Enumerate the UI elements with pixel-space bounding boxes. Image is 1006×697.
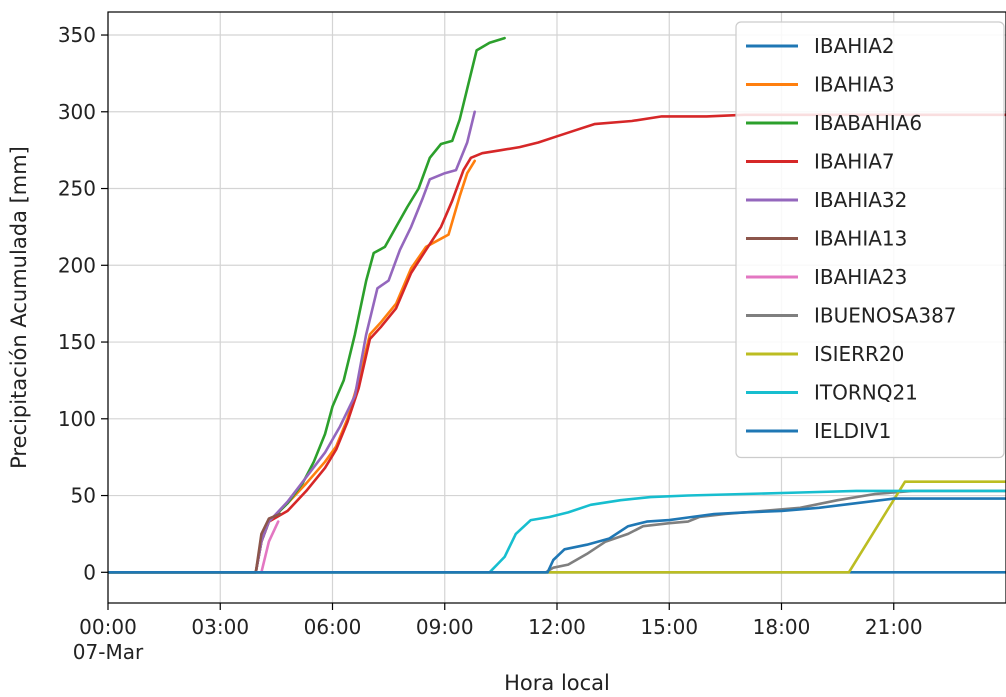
series-lines <box>108 36 1006 574</box>
y-tick-label: 200 <box>58 253 96 277</box>
y-tick-label: 350 <box>58 23 96 47</box>
legend-label: IBUENOSA387 <box>814 304 957 328</box>
x-tick-label: 18:00 <box>753 615 811 639</box>
legend-label: IBAHIA13 <box>814 227 907 251</box>
x-tick-label: 03:00 <box>191 615 249 639</box>
legend-label: IBAHIA7 <box>814 150 895 174</box>
x-tick-label: 21:00 <box>865 615 923 639</box>
x-tick-label: 06:00 <box>304 615 362 639</box>
series-line-ibahia13 <box>108 512 282 574</box>
x-tick-label: 09:00 <box>416 615 474 639</box>
series-line-ibuenosa387 <box>108 489 1006 574</box>
series-line-ieldiv1 <box>108 497 1006 574</box>
y-axis-label: Precipitación Acumulada [mm] <box>7 146 31 469</box>
x-axis-label: Hora local <box>504 671 610 695</box>
legend-label: IBAHIA2 <box>814 34 895 58</box>
x-tick-label: 12:00 <box>528 615 586 639</box>
legend-box <box>735 21 1005 459</box>
legend-label: IBAHIA32 <box>814 188 907 212</box>
legend-label: IBABAHIA6 <box>814 111 922 135</box>
x-tick-label: 15:00 <box>640 615 698 639</box>
legend-label: ISIERR20 <box>814 342 904 366</box>
x-tick-label: 00:00 <box>79 615 137 639</box>
legend: IBAHIA2 IBAHIA3 IBABAHIA6 IBAHIA7 IBAHIA32 IB… <box>735 21 1005 459</box>
x-tick-sublabel: 07-Mar <box>73 640 144 664</box>
y-tick-label: 50 <box>71 484 96 508</box>
legend-label: ITORNQ21 <box>814 381 918 405</box>
series-line-ibahia3 <box>108 159 477 574</box>
y-tick-label: 0 <box>83 560 96 584</box>
series-line-ibahia23 <box>108 520 280 574</box>
legend-label: IBAHIA23 <box>814 265 907 289</box>
series-line-itornq21 <box>108 489 1006 574</box>
y-tick-label: 150 <box>58 330 96 354</box>
y-tick-label: 300 <box>58 100 96 124</box>
y-tick-label: 100 <box>58 407 96 431</box>
series-line-ibahia7 <box>108 113 1006 574</box>
y-tick-label: 250 <box>58 177 96 201</box>
legend-label: IBAHIA3 <box>814 73 895 97</box>
legend-label: IELDIV1 <box>814 419 891 443</box>
